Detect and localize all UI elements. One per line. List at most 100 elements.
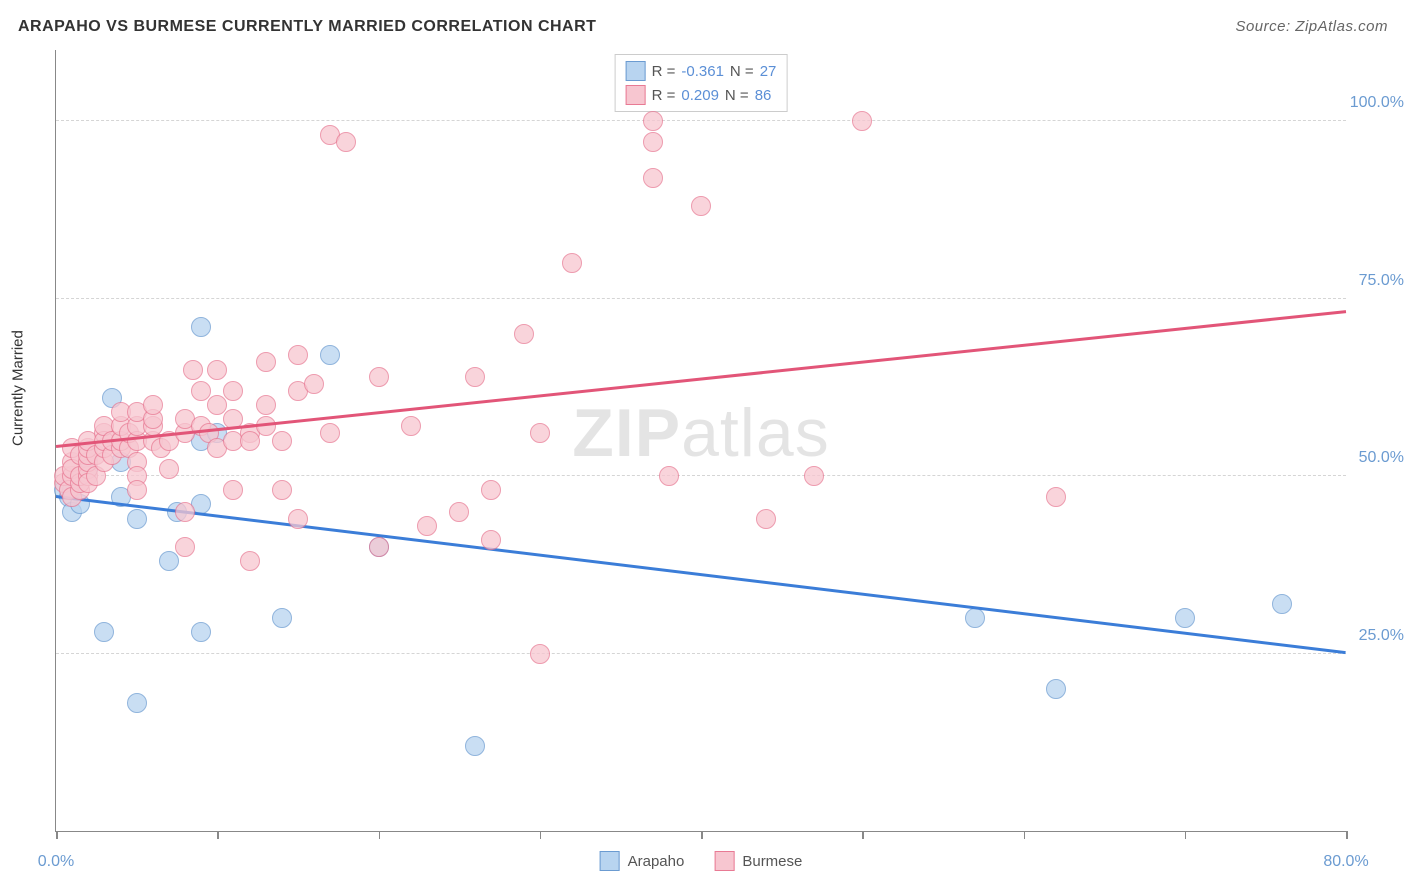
data-point [159, 459, 179, 479]
data-point [852, 111, 872, 131]
legend-r-value: 0.209 [681, 87, 719, 104]
data-point [127, 509, 147, 529]
data-point [304, 374, 324, 394]
data-point [288, 345, 308, 365]
bottom-legend-item: Burmese [714, 851, 802, 871]
legend-r-label: R = [652, 63, 676, 80]
watermark: ZIPatlas [572, 394, 829, 472]
x-tick [1346, 831, 1348, 839]
y-tick-label: 75.0% [1359, 272, 1404, 290]
x-axis-label: 80.0% [1323, 853, 1368, 871]
data-point [272, 480, 292, 500]
gridline [56, 120, 1346, 121]
data-point [465, 736, 485, 756]
data-point [643, 168, 663, 188]
data-point [756, 509, 776, 529]
data-point [191, 317, 211, 337]
data-point [127, 480, 147, 500]
data-point [191, 622, 211, 642]
data-point [369, 367, 389, 387]
data-point [272, 608, 292, 628]
data-point [401, 416, 421, 436]
plot-area: ZIPatlas R = -0.361 N = 27R = 0.209 N = … [55, 50, 1346, 832]
data-point [256, 395, 276, 415]
legend-n-label: N = [725, 87, 749, 104]
data-point [94, 622, 114, 642]
bottom-legend-item: Arapaho [600, 851, 685, 871]
chart-title: ARAPAHO VS BURMESE CURRENTLY MARRIED COR… [18, 18, 596, 36]
data-point [417, 516, 437, 536]
data-point [207, 360, 227, 380]
bottom-legend: Arapaho Burmese [600, 851, 803, 871]
x-tick [1185, 831, 1187, 839]
x-tick [701, 831, 703, 839]
y-tick-label: 25.0% [1359, 627, 1404, 645]
x-tick [56, 831, 58, 839]
legend-row: R = 0.209 N = 86 [626, 83, 777, 107]
data-point [272, 431, 292, 451]
legend-r-value: -0.361 [681, 63, 724, 80]
y-axis-label: Currently Married [10, 330, 27, 446]
legend-swatch [626, 85, 646, 105]
data-point [159, 551, 179, 571]
data-point [643, 111, 663, 131]
legend-box: R = -0.361 N = 27R = 0.209 N = 86 [615, 54, 788, 112]
data-point [223, 480, 243, 500]
data-point [659, 466, 679, 486]
data-point [562, 253, 582, 273]
data-point [643, 132, 663, 152]
gridline [56, 475, 1346, 476]
data-point [1046, 487, 1066, 507]
chart-source: Source: ZipAtlas.com [1235, 18, 1388, 36]
data-point [1272, 594, 1292, 614]
data-point [530, 423, 550, 443]
x-tick [540, 831, 542, 839]
data-point [256, 352, 276, 372]
x-tick [1024, 831, 1026, 839]
gridline [56, 298, 1346, 299]
data-point [465, 367, 485, 387]
data-point [240, 431, 260, 451]
data-point [143, 395, 163, 415]
x-tick [379, 831, 381, 839]
data-point [336, 132, 356, 152]
data-point [481, 530, 501, 550]
data-point [369, 537, 389, 557]
legend-r-label: R = [652, 87, 676, 104]
data-point [965, 608, 985, 628]
data-point [804, 466, 824, 486]
data-point [320, 423, 340, 443]
legend-n-value: 27 [760, 63, 777, 80]
x-tick [862, 831, 864, 839]
data-point [449, 502, 469, 522]
data-point [183, 360, 203, 380]
trend-line [56, 495, 1346, 654]
data-point [1046, 679, 1066, 699]
data-point [175, 502, 195, 522]
data-point [1175, 608, 1195, 628]
data-point [288, 509, 308, 529]
y-tick-label: 50.0% [1359, 449, 1404, 467]
data-point [691, 196, 711, 216]
legend-swatch [714, 851, 734, 871]
legend-swatch [600, 851, 620, 871]
bottom-legend-label: Arapaho [628, 853, 685, 870]
data-point [530, 644, 550, 664]
data-point [240, 551, 260, 571]
data-point [320, 345, 340, 365]
data-point [207, 395, 227, 415]
data-point [514, 324, 534, 344]
data-point [223, 381, 243, 401]
x-tick [217, 831, 219, 839]
legend-row: R = -0.361 N = 27 [626, 59, 777, 83]
data-point [481, 480, 501, 500]
data-point [127, 693, 147, 713]
legend-swatch [626, 61, 646, 81]
chart-header: ARAPAHO VS BURMESE CURRENTLY MARRIED COR… [18, 18, 1388, 36]
gridline [56, 653, 1346, 654]
legend-n-value: 86 [755, 87, 772, 104]
data-point [175, 537, 195, 557]
legend-n-label: N = [730, 63, 754, 80]
data-point [191, 381, 211, 401]
x-axis-label: 0.0% [38, 853, 74, 871]
